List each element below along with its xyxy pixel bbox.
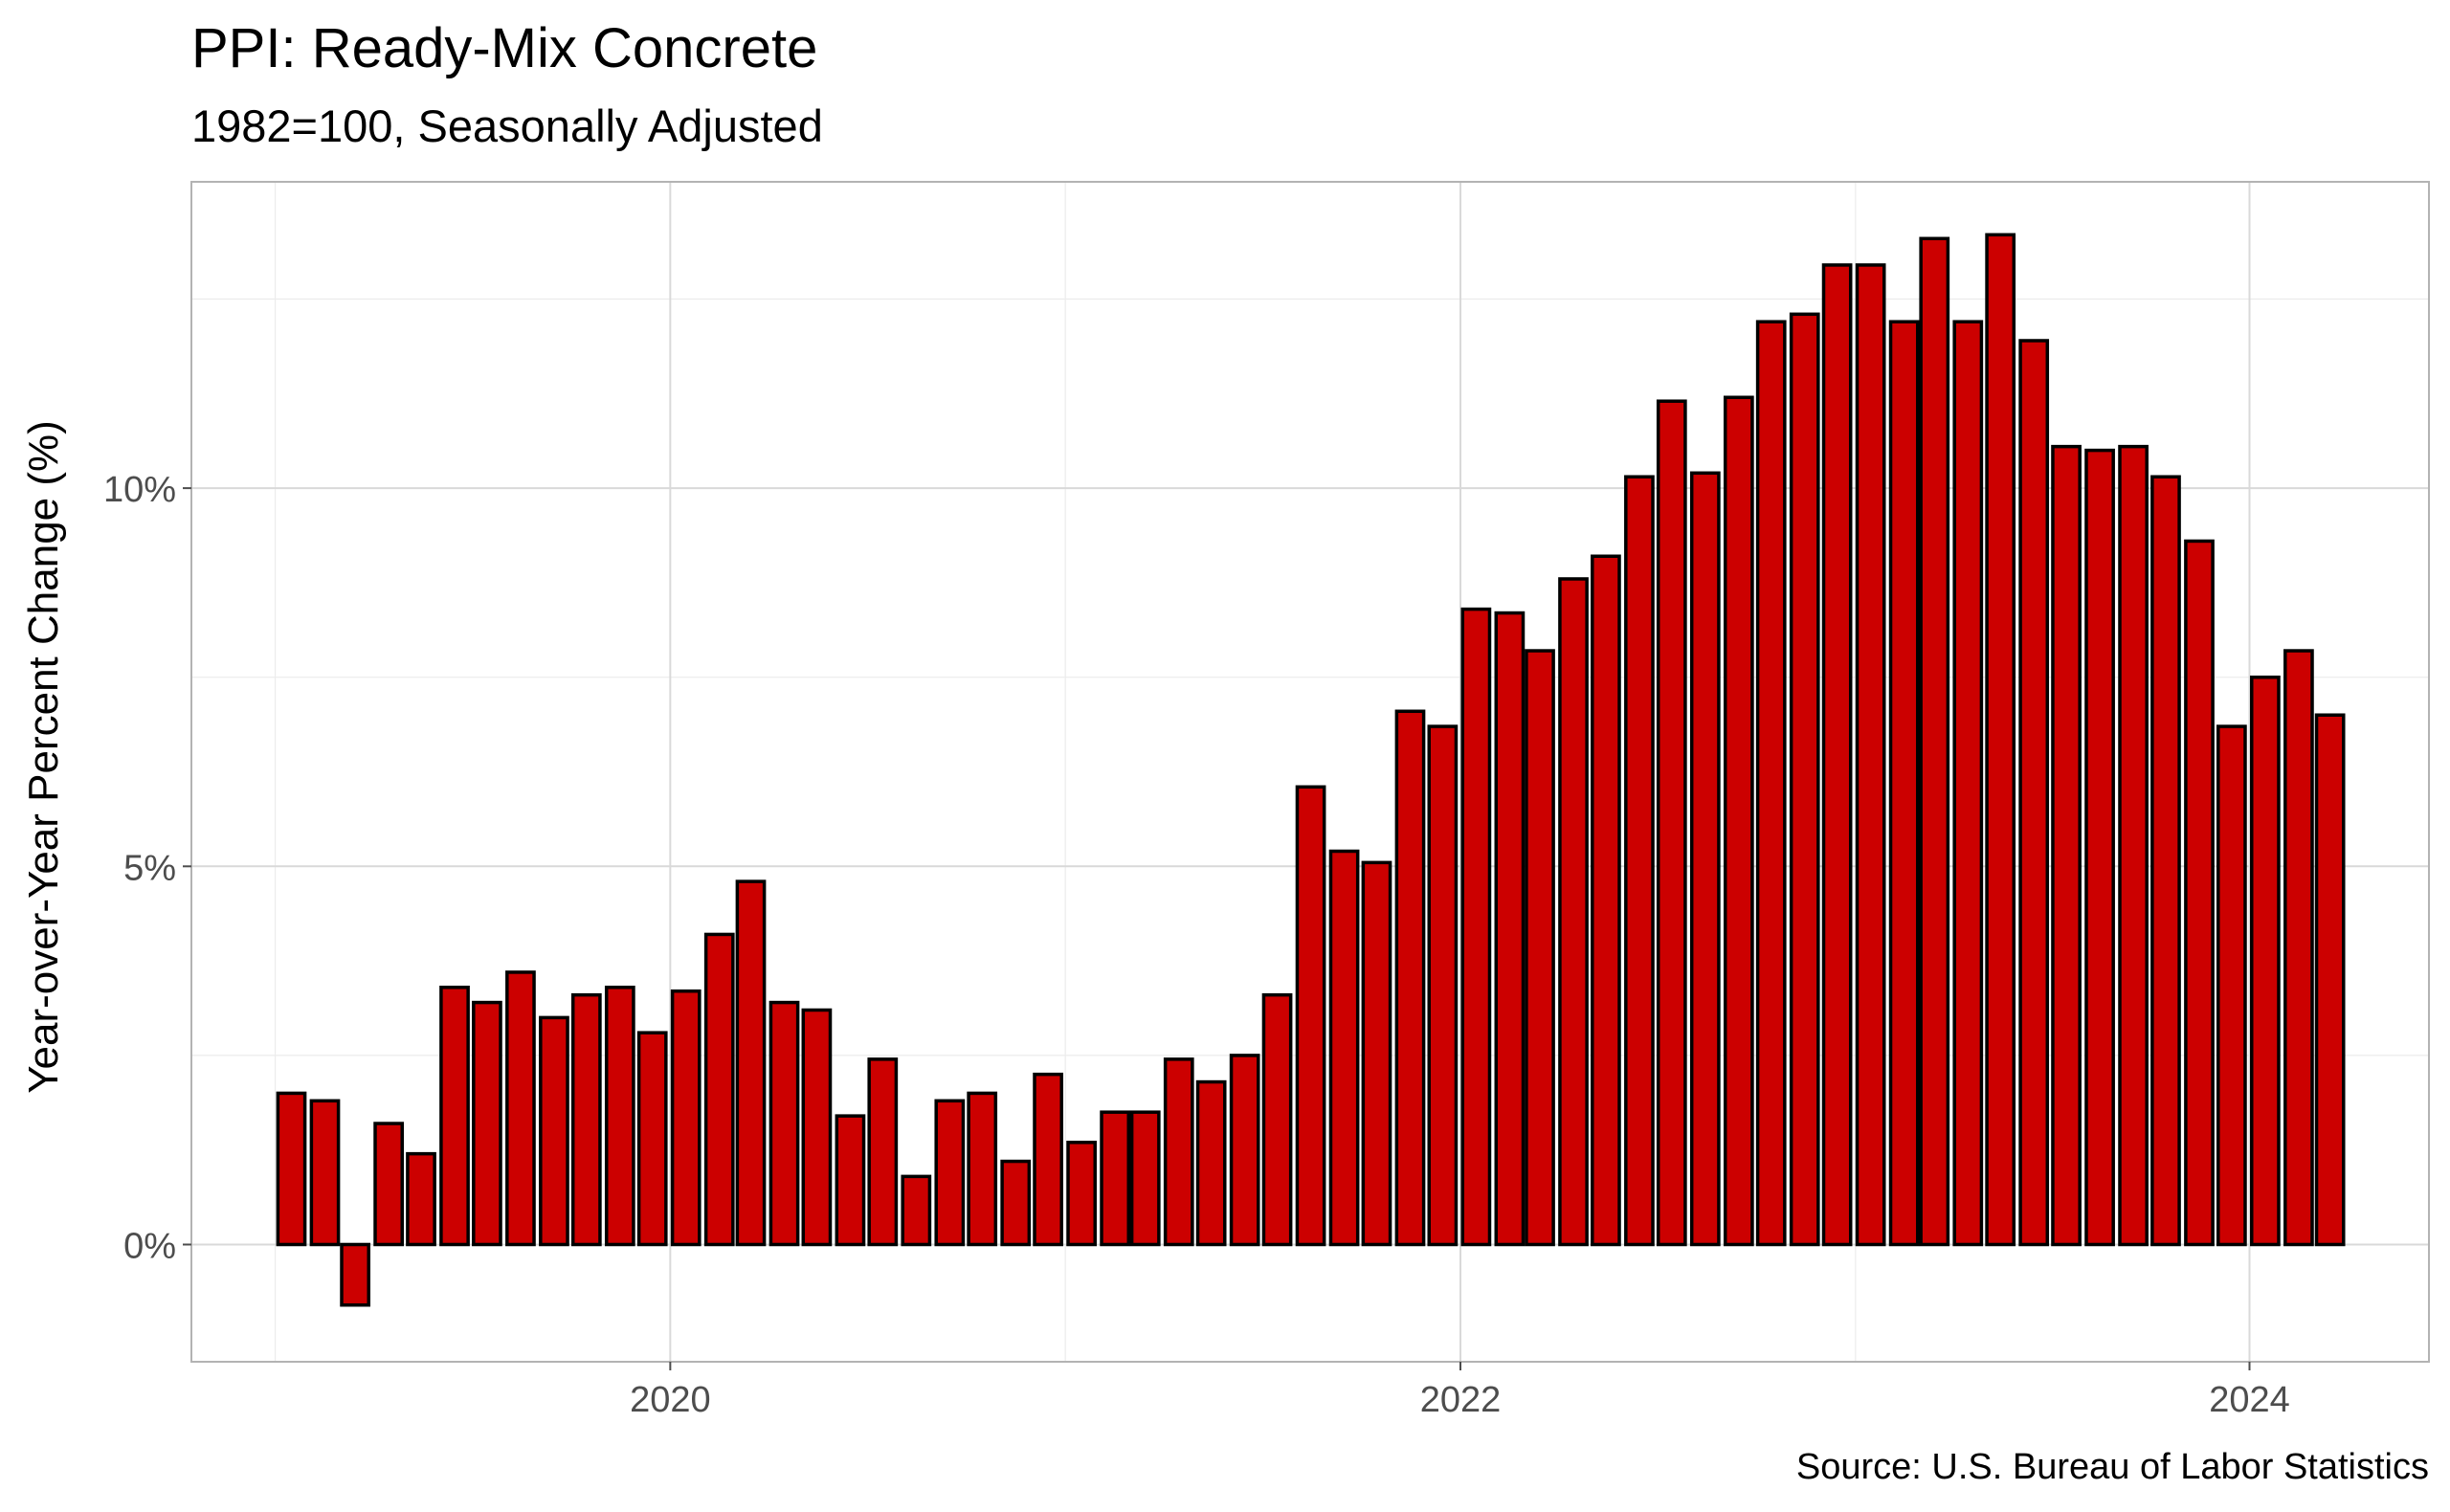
bar-2022-10 (1755, 320, 1787, 1247)
bar-2023-08 (2084, 448, 2115, 1247)
bar-2023-07 (2051, 444, 2082, 1247)
bar-2021-12 (1427, 724, 1459, 1247)
bar-2021-08 (1295, 785, 1326, 1247)
chart-title: PPI: Ready-Mix Concrete (191, 17, 817, 79)
bar-2020-04 (768, 1000, 800, 1247)
bar-2021-01 (1066, 1141, 1097, 1247)
bar-2019-06 (439, 986, 470, 1247)
panel-border (190, 181, 2430, 1363)
y-axis-title: Year-over-Year Percent Change (%) (20, 420, 67, 1094)
bar-2023-03 (1919, 236, 1950, 1247)
bar-2021-03 (1129, 1110, 1161, 1247)
bar-2023-04 (1952, 320, 1984, 1247)
bar-2022-04 (1558, 577, 1589, 1247)
bar-2023-02 (1888, 320, 1920, 1247)
bar-2019-05 (406, 1151, 436, 1247)
bar-2022-11 (1789, 312, 1820, 1247)
bar-2022-03 (1525, 649, 1555, 1247)
x-tick-label: 2024 (2209, 1380, 2290, 1420)
bar-2020-06 (835, 1114, 866, 1247)
bar-2021-10 (1361, 860, 1392, 1247)
bars (276, 233, 2346, 1307)
bar-2019-08 (505, 970, 536, 1247)
bar-2020-07 (867, 1057, 899, 1247)
bar-2021-05 (1195, 1079, 1227, 1247)
bar-2019-10 (570, 992, 602, 1247)
bar-2021-11 (1394, 709, 1426, 1247)
bar-2022-05 (1591, 554, 1621, 1247)
bar-2021-09 (1328, 849, 1360, 1247)
bar-2020-11 (1000, 1159, 1032, 1247)
bar-2023-12 (2216, 724, 2247, 1247)
bar-2020-02 (703, 932, 735, 1247)
bar-2022-01 (1460, 607, 1492, 1247)
bar-2020-01 (670, 989, 702, 1247)
bar-2023-09 (2118, 444, 2149, 1247)
bar-2023-06 (2018, 339, 2050, 1247)
bar-2021-06 (1229, 1054, 1260, 1247)
bar-2020-08 (901, 1174, 932, 1247)
bar-2019-03 (340, 1242, 370, 1307)
bar-2020-03 (735, 879, 767, 1247)
bar-2022-02 (1494, 611, 1526, 1247)
bar-2022-08 (1689, 471, 1721, 1247)
bar-2019-09 (539, 1015, 569, 1247)
y-axis: 0% 5% 10% (103, 470, 191, 1266)
plot-panel (190, 181, 2430, 1363)
x-tick-label: 2022 (1420, 1380, 1502, 1420)
bar-2023-11 (2184, 539, 2215, 1247)
bar-2024-03 (2314, 713, 2346, 1247)
bar-2022-07 (1656, 399, 1687, 1247)
bar-2020-09 (934, 1099, 966, 1247)
y-tick-label: 5% (123, 848, 176, 888)
x-tick-label: 2020 (630, 1380, 711, 1420)
bar-2019-07 (472, 1000, 502, 1247)
bar-2019-12 (636, 1031, 668, 1247)
bar-2021-02 (1100, 1110, 1130, 1247)
bar-2021-07 (1261, 992, 1293, 1247)
bar-2019-04 (373, 1122, 404, 1247)
bar-2019-01 (276, 1091, 307, 1247)
bar-2022-09 (1723, 395, 1754, 1247)
bar-2023-05 (1985, 233, 2016, 1247)
bar-2022-06 (1624, 475, 1655, 1247)
bar-2020-05 (801, 1008, 833, 1247)
y-tick-label: 0% (123, 1226, 176, 1266)
y-tick-label: 10% (103, 470, 176, 510)
bar-2024-02 (2283, 649, 2314, 1247)
bar-2020-10 (967, 1091, 998, 1247)
bar-2021-04 (1163, 1057, 1194, 1247)
chart-subtitle: 1982=100, Seasonally Adjusted (191, 100, 823, 151)
bar-2023-01 (1855, 263, 1886, 1247)
bar-2024-01 (2250, 675, 2281, 1247)
bar-2023-10 (2150, 475, 2181, 1247)
x-axis: 2020 2022 2024 (630, 1362, 2290, 1420)
bar-2020-12 (1033, 1072, 1063, 1247)
bar-2022-12 (1821, 263, 1853, 1247)
bar-2019-02 (309, 1099, 341, 1247)
chart-caption: Source: U.S. Bureau of Labor Statistics (1796, 1447, 2429, 1487)
bar-2019-11 (604, 986, 635, 1247)
